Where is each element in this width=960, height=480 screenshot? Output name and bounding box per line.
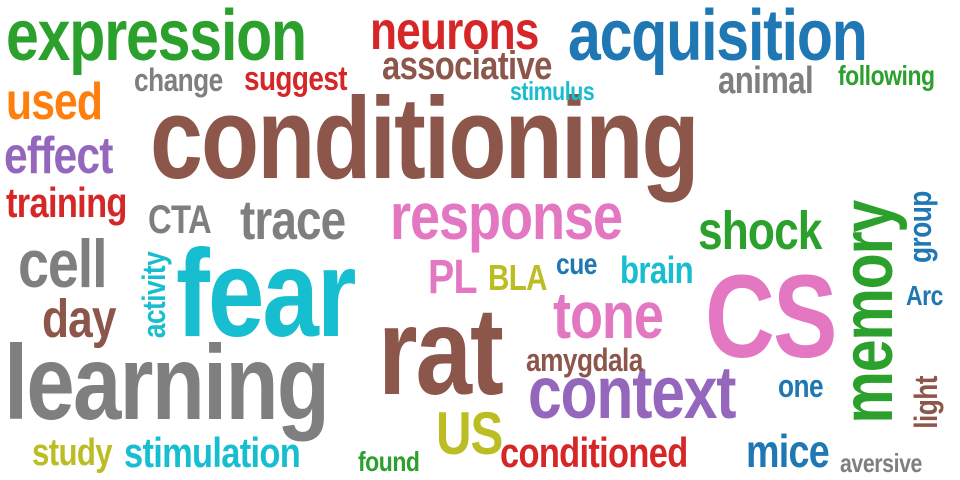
word-acquisition: acquisition <box>568 0 868 76</box>
word-cta: CTA <box>148 198 212 242</box>
word-us: US <box>436 400 503 467</box>
word-effect: effect <box>4 127 113 185</box>
word-study: study <box>32 432 113 474</box>
word-training: training <box>6 179 127 226</box>
word-associative: associative <box>382 44 552 88</box>
word-group: group <box>902 191 938 263</box>
word-trace: trace <box>240 188 346 251</box>
word-fear: fear <box>176 225 356 363</box>
word-amygdala: amygdala <box>526 342 643 378</box>
word-change: change <box>134 62 223 98</box>
word-day: day <box>42 289 117 349</box>
word-stimulation: stimulation <box>124 429 301 476</box>
word-activity: activity <box>136 251 172 339</box>
word-one: one <box>778 368 824 404</box>
word-arc: Arc <box>906 280 943 311</box>
word-cue: cue <box>556 248 597 281</box>
word-expression: expression <box>6 0 307 76</box>
word-aversive: aversive <box>840 448 922 478</box>
word-cs: CS <box>705 251 837 383</box>
word-brain: brain <box>620 250 694 292</box>
word-found: found <box>358 446 420 477</box>
word-tone: tone <box>553 278 664 352</box>
word-rat: rat <box>378 283 504 421</box>
word-stimulus: stimulus <box>510 76 595 106</box>
word-conditioning: conditioning <box>150 73 700 203</box>
word-memory: memory <box>828 200 908 424</box>
word-following: following <box>838 60 935 91</box>
word-light: light <box>908 376 944 429</box>
word-suggest: suggest <box>244 60 348 98</box>
word-learning: learning <box>4 324 330 442</box>
word-cell: cell <box>18 226 108 302</box>
word-animal: animal <box>718 60 814 102</box>
word-neurons: neurons <box>370 1 539 61</box>
word-response: response <box>390 179 623 253</box>
word-context: context <box>528 351 737 434</box>
word-bla: BLA <box>488 257 547 298</box>
word-mice: mice <box>746 425 830 477</box>
word-pl: PL <box>428 251 478 304</box>
word-shock: shock <box>698 201 822 261</box>
word-conditioned: conditioned <box>500 429 688 476</box>
word-used: used <box>6 73 103 131</box>
